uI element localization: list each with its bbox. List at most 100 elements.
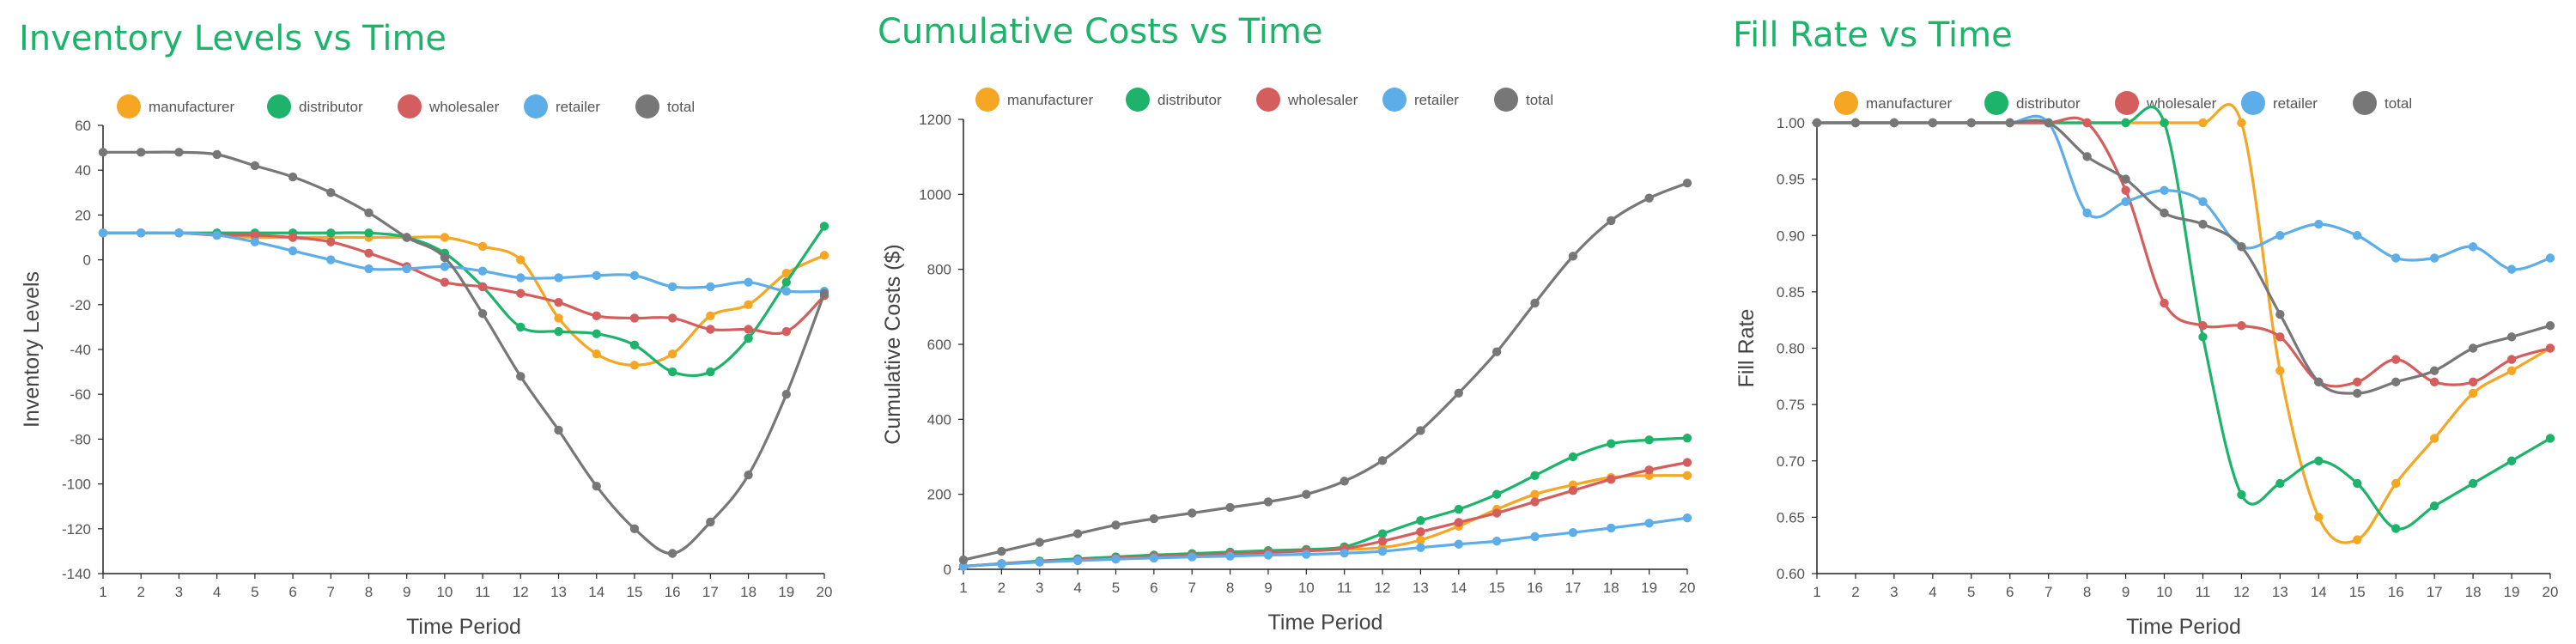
data-point-retailer[interactable] <box>1302 550 1311 559</box>
data-point-retailer[interactable] <box>2275 231 2285 240</box>
data-point-distributor[interactable] <box>781 277 791 287</box>
data-point-wholesaler[interactable] <box>1568 486 1578 495</box>
data-point-retailer[interactable] <box>1111 555 1121 564</box>
data-point-wholesaler[interactable] <box>1492 508 1502 518</box>
data-point-distributor[interactable] <box>1682 433 1692 443</box>
data-point-total[interactable] <box>819 289 829 298</box>
data-point-manufacturer[interactable] <box>2391 478 2401 489</box>
data-point-retailer[interactable] <box>326 255 336 264</box>
data-point-total[interactable] <box>1568 252 1578 261</box>
data-point-retailer[interactable] <box>2121 197 2130 207</box>
data-point-retailer[interactable] <box>1682 513 1692 523</box>
data-point-manufacturer[interactable] <box>1530 489 1540 499</box>
data-point-retailer[interactable] <box>1568 528 1578 538</box>
data-point-total[interactable] <box>706 517 715 527</box>
data-point-total[interactable] <box>1188 508 1197 518</box>
data-point-distributor[interactable] <box>1568 452 1578 462</box>
data-point-wholesaler[interactable] <box>364 248 374 258</box>
data-point-retailer[interactable] <box>1188 552 1197 562</box>
data-point-wholesaler[interactable] <box>1454 518 1463 527</box>
data-point-total[interactable] <box>1889 118 1899 128</box>
data-point-retailer[interactable] <box>667 282 677 292</box>
data-point-distributor[interactable] <box>2545 434 2555 443</box>
data-point-wholesaler[interactable] <box>1644 465 1654 475</box>
data-point-distributor[interactable] <box>1377 529 1388 538</box>
data-point-wholesaler[interactable] <box>2275 332 2285 342</box>
data-point-total[interactable] <box>516 372 526 381</box>
data-point-wholesaler[interactable] <box>2082 118 2092 128</box>
data-point-distributor[interactable] <box>2506 456 2517 465</box>
data-point-total[interactable] <box>364 208 374 217</box>
data-point-retailer[interactable] <box>1072 556 1083 566</box>
data-point-distributor[interactable] <box>2237 489 2246 500</box>
data-point-total[interactable] <box>1454 388 1463 398</box>
data-point-retailer[interactable] <box>629 270 640 281</box>
data-point-total[interactable] <box>1644 193 1654 203</box>
data-point-total[interactable] <box>98 148 108 157</box>
data-point-total[interactable] <box>667 549 677 558</box>
data-point-retailer[interactable] <box>2429 253 2439 263</box>
data-point-total[interactable] <box>744 470 753 480</box>
data-point-retailer[interactable] <box>2545 253 2555 263</box>
data-point-distributor[interactable] <box>1454 504 1463 514</box>
data-point-wholesaler[interactable] <box>744 325 753 334</box>
data-point-manufacturer[interactable] <box>667 349 677 359</box>
data-point-retailer[interactable] <box>1377 546 1388 556</box>
legend-item-total[interactable]: total <box>2353 91 2412 115</box>
legend-item-manufacturer[interactable]: manufacturer <box>1834 91 1952 115</box>
data-point-total[interactable] <box>1530 298 1540 308</box>
legend-item-wholesaler[interactable]: wholesaler <box>1256 88 1358 112</box>
data-point-manufacturer[interactable] <box>554 313 563 323</box>
legend-item-wholesaler[interactable]: wholesaler <box>398 94 500 118</box>
legend-item-distributor[interactable]: distributor <box>1984 91 2081 115</box>
data-point-wholesaler[interactable] <box>2545 343 2555 353</box>
data-point-manufacturer[interactable] <box>477 241 488 252</box>
data-point-distributor[interactable] <box>2353 478 2362 489</box>
data-point-distributor[interactable] <box>706 367 715 377</box>
data-point-total[interactable] <box>250 161 260 171</box>
data-point-total[interactable] <box>2082 152 2092 161</box>
data-point-distributor[interactable] <box>326 228 336 238</box>
data-point-retailer[interactable] <box>2468 242 2478 252</box>
data-point-retailer[interactable] <box>477 266 488 276</box>
data-point-total[interactable] <box>1377 456 1388 465</box>
data-point-total[interactable] <box>1072 529 1083 538</box>
data-point-wholesaler[interactable] <box>477 282 488 292</box>
data-point-total[interactable] <box>2391 377 2401 387</box>
data-point-retailer[interactable] <box>1263 550 1273 560</box>
data-point-total[interactable] <box>326 188 336 197</box>
data-point-wholesaler[interactable] <box>2468 377 2478 387</box>
data-point-retailer[interactable] <box>1340 549 1349 558</box>
data-point-total[interactable] <box>1966 118 1976 128</box>
data-point-distributor[interactable] <box>2275 478 2285 489</box>
data-point-distributor[interactable] <box>2429 501 2439 511</box>
data-point-manufacturer[interactable] <box>781 269 791 278</box>
data-point-retailer[interactable] <box>212 230 222 240</box>
legend-item-retailer[interactable]: retailer <box>2241 91 2318 115</box>
data-point-retailer[interactable] <box>706 282 715 292</box>
data-point-total[interactable] <box>1225 502 1235 513</box>
data-point-distributor[interactable] <box>1607 439 1616 448</box>
data-point-total[interactable] <box>1812 118 1822 128</box>
data-point-retailer[interactable] <box>288 246 298 256</box>
data-point-total[interactable] <box>212 149 222 160</box>
data-point-retailer[interactable] <box>440 262 450 271</box>
data-point-total[interactable] <box>2044 118 2053 128</box>
legend-item-distributor[interactable]: distributor <box>267 94 363 118</box>
data-point-wholesaler[interactable] <box>2353 377 2362 387</box>
data-point-total[interactable] <box>1263 497 1273 507</box>
data-point-retailer[interactable] <box>1416 543 1425 552</box>
data-point-retailer[interactable] <box>1149 553 1159 563</box>
legend-item-manufacturer[interactable]: manufacturer <box>975 88 1093 112</box>
data-point-total[interactable] <box>2429 366 2439 375</box>
data-point-retailer[interactable] <box>1492 537 1502 546</box>
data-point-manufacturer[interactable] <box>2506 366 2517 375</box>
data-point-wholesaler[interactable] <box>1607 475 1616 484</box>
data-point-distributor[interactable] <box>2468 478 2478 489</box>
legend-item-distributor[interactable]: distributor <box>1126 88 1222 112</box>
legend-item-retailer[interactable]: retailer <box>1382 88 1459 112</box>
data-point-wholesaler[interactable] <box>250 230 260 240</box>
data-point-wholesaler[interactable] <box>2237 321 2246 331</box>
data-point-distributor[interactable] <box>629 340 640 349</box>
data-point-retailer[interactable] <box>554 273 563 283</box>
